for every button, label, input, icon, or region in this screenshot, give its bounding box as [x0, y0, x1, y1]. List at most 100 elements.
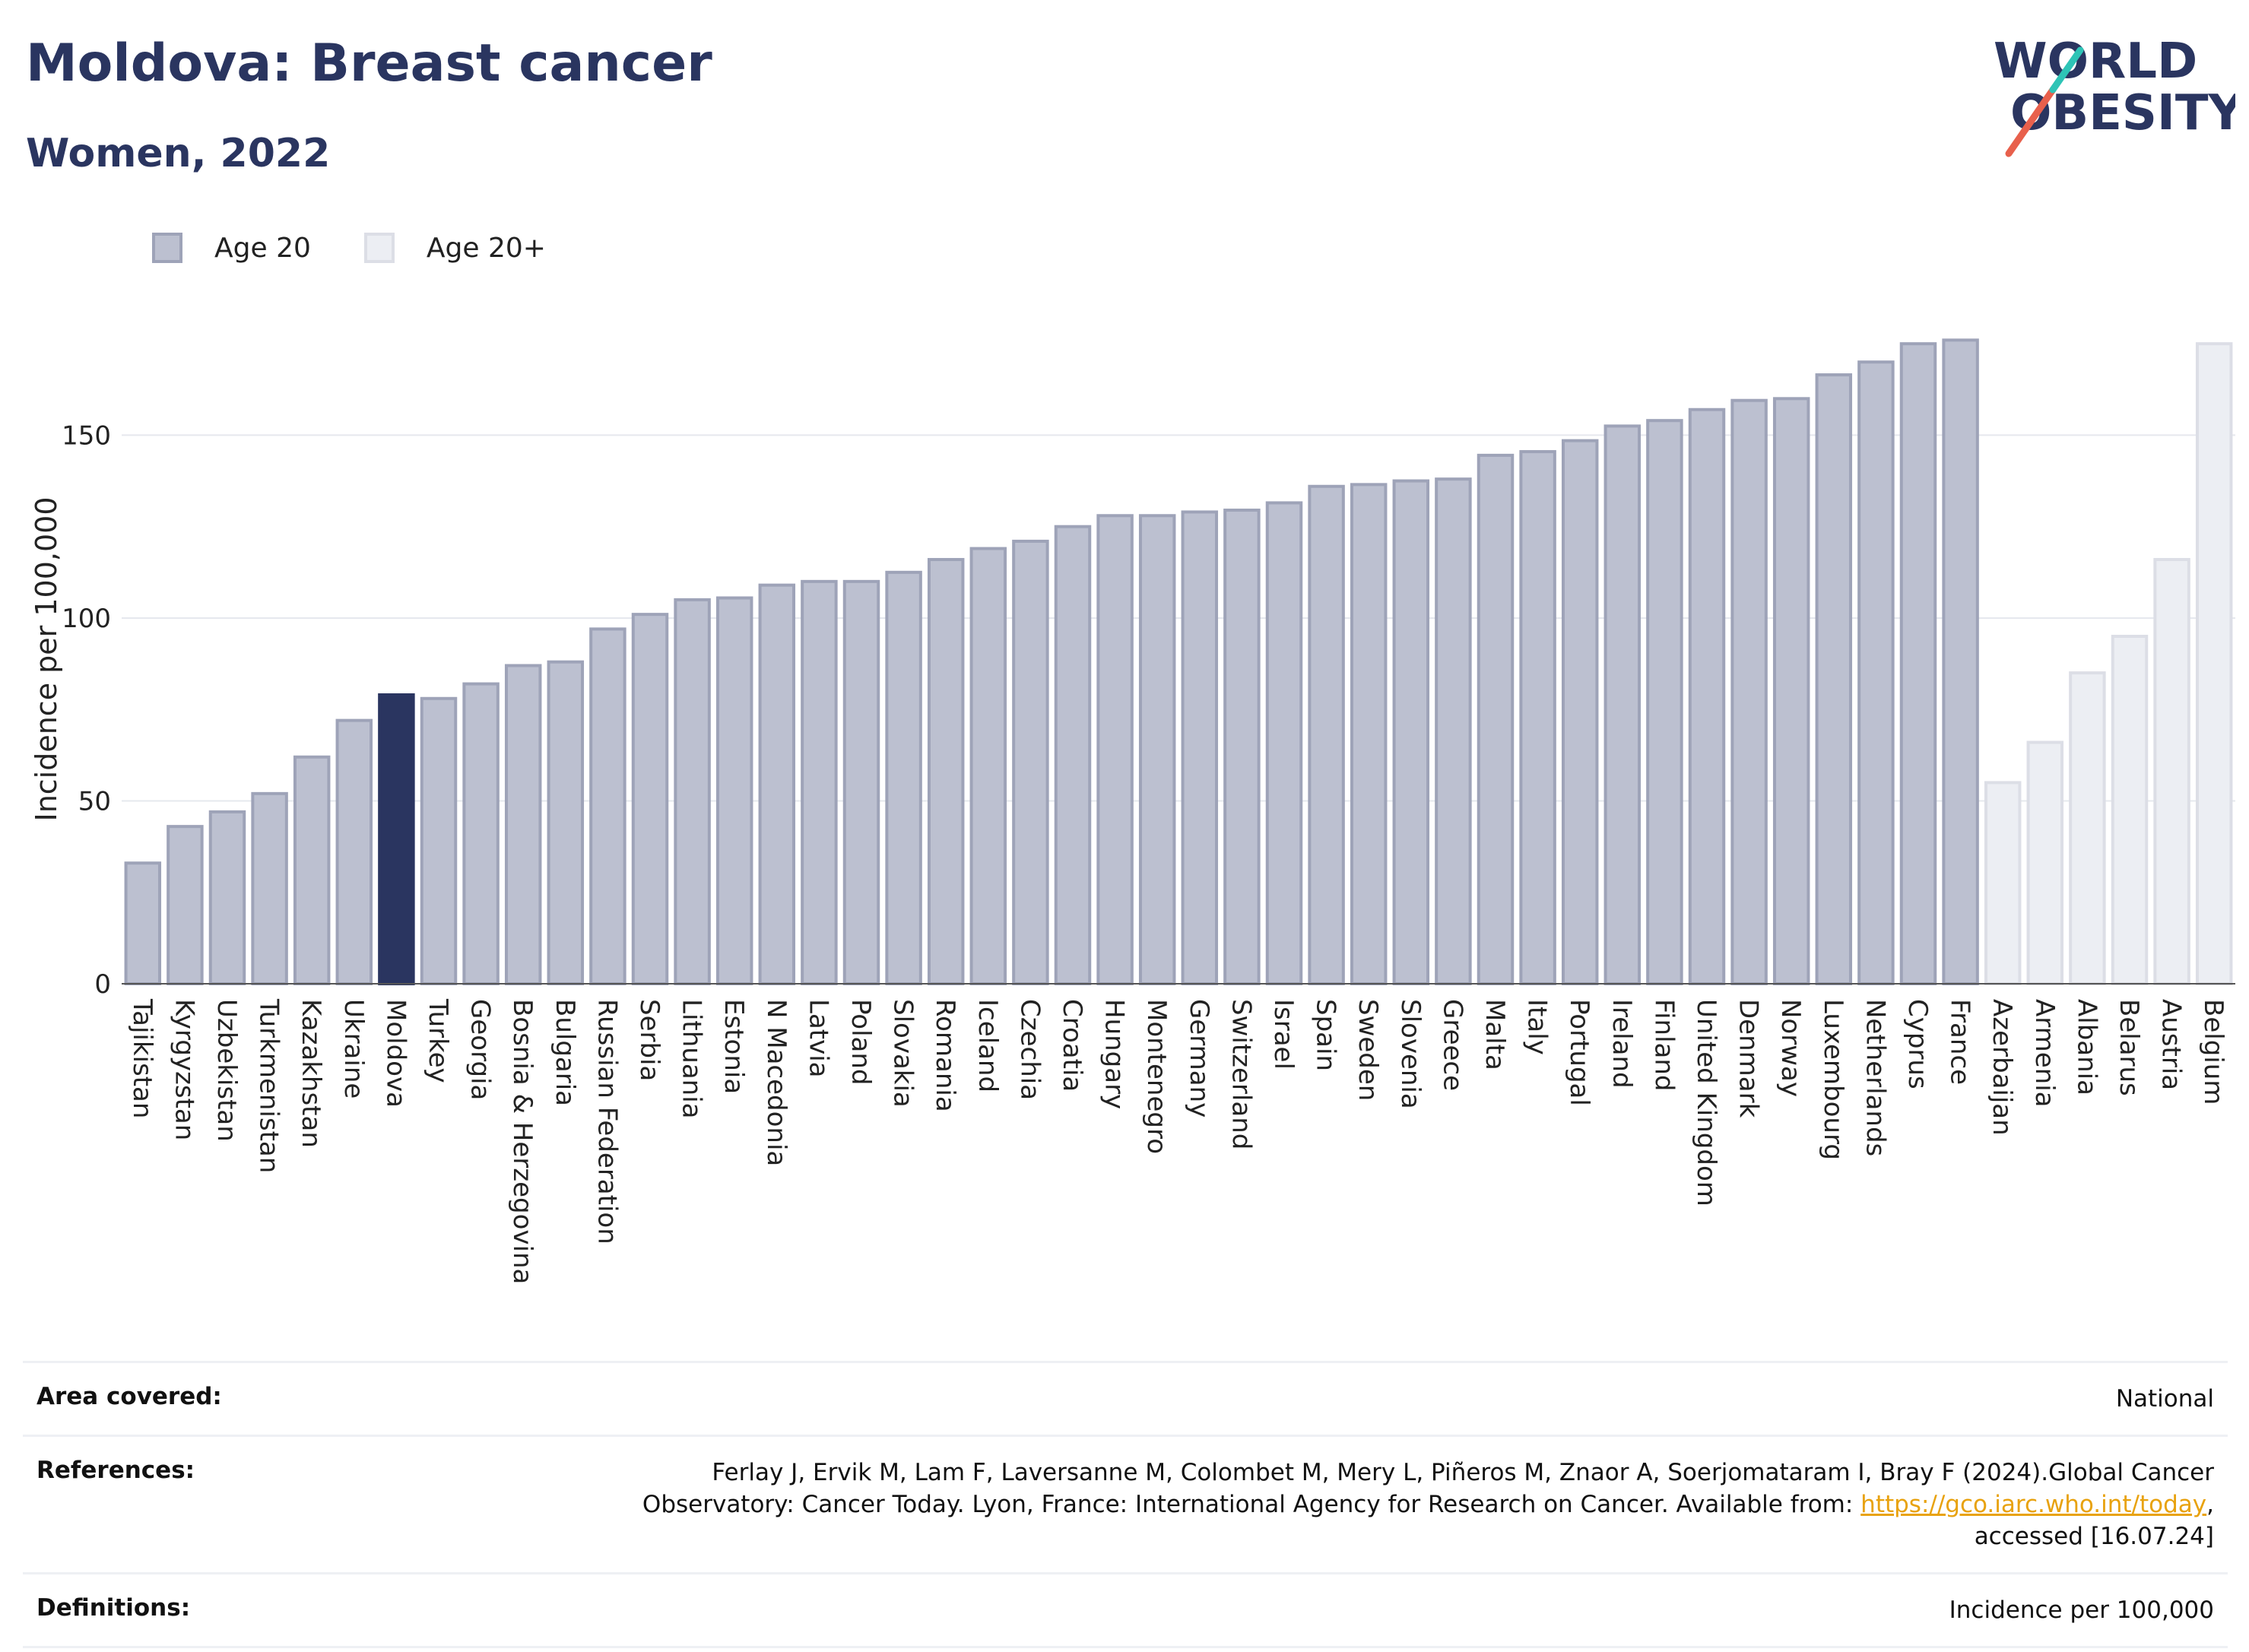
bar-kyrgyzstan: [167, 825, 204, 985]
x-tick-label: Cyprus: [1902, 999, 1933, 1089]
x-tick-label: Turkey: [423, 998, 453, 1083]
x-tick-label: Norway: [1775, 999, 1806, 1097]
bar-sweden: [1350, 483, 1388, 985]
x-tick-label: Russian Federation: [592, 999, 622, 1245]
x-tick-label: Romania: [930, 999, 960, 1112]
bar-luxembourg: [1815, 373, 1853, 985]
x-tick-label: Belarus: [2114, 999, 2144, 1096]
bar-poland: [842, 579, 880, 985]
bar-estonia: [715, 596, 753, 986]
x-tick-label: United Kingdom: [1691, 999, 1721, 1206]
bar-turkey: [420, 696, 458, 985]
references-link[interactable]: https://gco.iarc.who.int/today: [1860, 1491, 2207, 1518]
bar-belgium: [2195, 342, 2233, 985]
bar-denmark: [1730, 398, 1768, 985]
legend-label-age-20: Age 20: [214, 232, 311, 264]
bar-bosnia-herzegovina: [504, 664, 542, 985]
info-table: Area covered: National References: Ferla…: [23, 1361, 2228, 1648]
bar-latvia: [801, 579, 838, 985]
x-tick-label: Belgium: [2198, 999, 2228, 1105]
bar-russian-federation: [589, 627, 626, 986]
x-tick-label: Armenia: [2029, 999, 2060, 1108]
bar-chart: 0 50 100 150 Incidence per 100,000 Tajikistan…: [30, 338, 2235, 1284]
x-tick-label: Germany: [1184, 999, 1214, 1118]
x-tick-label: Azerbaijan: [1987, 999, 2017, 1136]
bar-ireland: [1603, 424, 1642, 985]
x-tick-label: Lithuania: [677, 999, 707, 1118]
x-tick-label: Bosnia & Herzegovina: [507, 999, 538, 1284]
x-tick-label: Austria: [2156, 999, 2187, 1090]
x-tick-label: Kyrgyzstan: [169, 999, 199, 1140]
x-tick-label: Montenegro: [1141, 999, 1172, 1154]
bar-n-macedonia: [758, 583, 796, 985]
x-tick-label: Georgia: [465, 999, 496, 1100]
x-tick-label: Uzbekistan: [211, 999, 242, 1142]
bar-united-kingdom: [1688, 407, 1726, 985]
x-tick-label: Serbia: [634, 999, 665, 1081]
x-tick-label: Malta: [1480, 999, 1510, 1070]
bar-italy: [1519, 450, 1556, 985]
bar-romania: [927, 557, 965, 985]
definitions-label: Definitions:: [36, 1594, 191, 1622]
bar-ukraine: [335, 718, 373, 985]
info-row-definitions: Definitions: Incidence per 100,000: [23, 1572, 2228, 1648]
x-tick-label: France: [1945, 999, 1975, 1085]
bar-finland: [1646, 419, 1683, 985]
x-tick-label: Slovenia: [1395, 999, 1426, 1109]
bar-france: [1942, 338, 1979, 986]
bar-switzerland: [1223, 509, 1261, 985]
x-tick-label: Czechia: [1014, 999, 1045, 1100]
bar-germany: [1181, 510, 1219, 985]
x-tick-label: Italy: [1522, 999, 1553, 1055]
x-tick-label: Moldova: [380, 999, 411, 1108]
x-tick-label: Hungary: [1099, 999, 1130, 1109]
bar-serbia: [631, 613, 669, 985]
y-tick-label: 50: [78, 786, 111, 816]
x-tick-label: Kazakhstan: [296, 999, 326, 1148]
bar-cyprus: [1899, 342, 1937, 985]
y-tick-label: 100: [62, 604, 111, 634]
legend-item-age-20[interactable]: Age 20: [152, 233, 311, 264]
info-row-area: Area covered: National: [23, 1361, 2228, 1435]
bar-austria: [2153, 557, 2190, 985]
bar-lithuania: [674, 598, 711, 985]
x-tick-label: Croatia: [1057, 999, 1087, 1092]
bar-turkmenistan: [251, 791, 288, 986]
references-line-2-suffix: ,: [2206, 1491, 2214, 1518]
x-tick-label: Netherlands: [1860, 999, 1890, 1156]
legend-swatch-age-20-plus: [363, 233, 395, 263]
bar-azerbaijan: [1984, 781, 2022, 985]
page-title: Moldova: Breast cancer: [26, 33, 712, 94]
bar-spain: [1308, 484, 1345, 985]
x-tick-label: Turkmenistan: [254, 998, 284, 1173]
bar-iceland: [969, 547, 1007, 985]
bar-armenia: [2026, 740, 2064, 985]
x-tick-label: Iceland: [972, 999, 1003, 1092]
y-tick-label: 150: [62, 420, 111, 451]
references-line-2-prefix: Observatory: Cancer Today. Lyon, France:…: [642, 1491, 1861, 1518]
x-tick-label: Portugal: [1564, 999, 1594, 1106]
bar-bulgaria: [547, 660, 585, 986]
legend-item-age-20-plus[interactable]: Age 20+: [363, 232, 546, 264]
bar-albania: [2069, 671, 2106, 986]
info-row-references: References: Ferlay J, Ervik M, Lam F, La…: [23, 1435, 2228, 1572]
x-tick-label: Ireland: [1607, 999, 1637, 1089]
logo-line-1: WORLD: [1994, 33, 2197, 90]
area-covered-label: Area covered:: [36, 1383, 222, 1410]
page-subtitle: Women, 2022: [26, 131, 331, 176]
references-line-3: accessed [16.07.24]: [1974, 1523, 2214, 1550]
bar-israel: [1265, 501, 1303, 985]
references-label: References:: [36, 1457, 195, 1484]
x-tick-label: Latvia: [803, 999, 833, 1078]
bar-hungary: [1096, 514, 1134, 985]
x-tick-label: Estonia: [718, 999, 749, 1094]
bar-netherlands: [1857, 360, 1895, 986]
bar-belarus: [2111, 635, 2149, 985]
x-tick-label: Slovakia: [888, 999, 918, 1108]
bar-tajikistan: [124, 861, 162, 986]
legend-label-age-20-plus: Age 20+: [426, 232, 546, 264]
x-tick-label: Switzerland: [1226, 999, 1256, 1149]
bar-uzbekistan: [208, 810, 246, 986]
y-tick-label: 0: [94, 969, 111, 1000]
bar-portugal: [1561, 439, 1599, 985]
